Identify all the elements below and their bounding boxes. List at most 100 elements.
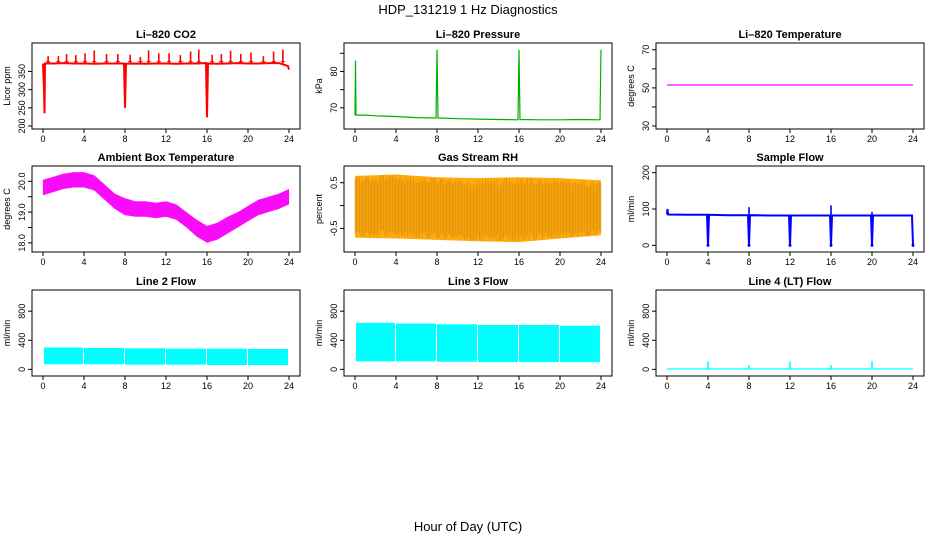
- panel-line4flow-ytick-label: 800: [641, 304, 651, 319]
- panel-line2flow-data: [44, 347, 288, 365]
- panel-rh-xtick-label: 20: [555, 257, 565, 267]
- panel-pressure-xtick-label: 16: [514, 134, 524, 144]
- panel-sampleflow-dip-point: [870, 243, 874, 247]
- panel-sampleflow-dip-point: [911, 243, 915, 247]
- panel-co2-ylabel: Licor ppm: [2, 66, 12, 106]
- panel-co2-xtick-label: 24: [284, 134, 294, 144]
- panel-sampleflow-dip-point: [747, 243, 751, 247]
- panel-line3flow-block: [396, 323, 436, 362]
- panel-boxtemp-xtick-label: 8: [122, 257, 127, 267]
- panel-line2flow-xtick-label: 0: [40, 381, 45, 391]
- panel-li820temp-ytick-label: 70: [641, 45, 651, 55]
- panel-line3flow-ytick-label: 800: [329, 304, 339, 319]
- panel-line2flow-xtick-label: 12: [161, 381, 171, 391]
- panel-co2-xtick-label: 0: [40, 134, 45, 144]
- panel-co2-xtick-label: 8: [122, 134, 127, 144]
- panel-li820temp-frame: [655, 42, 925, 130]
- panel-line2flow-block: [248, 349, 288, 365]
- panel-rh-title: Gas Stream RH: [438, 152, 518, 164]
- panel-line4flow-xtick-label: 20: [867, 381, 877, 391]
- panel-li820temp-xtick-label: 20: [867, 134, 877, 144]
- panel-line2flow-block: [125, 348, 165, 365]
- panel-boxtemp: Ambient Box Temperature degrees C 0 4 8 12 16 2…: [2, 152, 301, 267]
- panel-sampleflow-xtick-label: 4: [705, 257, 710, 267]
- panel-pressure-ylabel: kPa: [314, 78, 324, 94]
- panel-boxtemp-xtick-label: 20: [243, 257, 253, 267]
- panel-pressure-data: [354, 49, 602, 121]
- panel-sampleflow-xtick-label: 0: [664, 257, 669, 267]
- panel-sampleflow-ylabel: ml/min: [626, 196, 636, 223]
- panel-sampleflow-xtick-label: 12: [785, 257, 795, 267]
- panel-line3flow-xtick-label: 0: [352, 381, 357, 391]
- panel-sampleflow-ytick-label: 200: [641, 165, 651, 180]
- panel-sampleflow-dip-point: [706, 243, 710, 247]
- panel-sampleflow-dip-point: [829, 243, 833, 247]
- panel-sampleflow-title: Sample Flow: [756, 152, 824, 164]
- panel-sampleflow-data: [666, 205, 915, 247]
- panel-line4flow-xtick-label: 8: [746, 381, 751, 391]
- panel-boxtemp-ytick-label: 18.0: [17, 234, 27, 252]
- panel-line4flow-ylabel: ml/min: [626, 320, 636, 347]
- panel-boxtemp-band: [43, 172, 289, 243]
- panel-li820temp-xtick-label: 24: [908, 134, 918, 144]
- panel-pressure-xtick-label: 20: [555, 134, 565, 144]
- panel-line2flow-xtick-label: 16: [202, 381, 212, 391]
- panel-co2-xtick-label: 12: [161, 134, 171, 144]
- panel-co2-frame: [31, 42, 301, 130]
- panel-rh: Gas Stream RH percent 0 4 8 12 16 20 24 -0.5 0.5: [314, 152, 613, 267]
- panel-sampleflow-ytick-label: 0: [641, 243, 651, 248]
- panel-boxtemp-band-hatch: [42, 172, 290, 243]
- panel-line3flow-xtick-label: 20: [555, 381, 565, 391]
- panel-line2flow: Line 2 Flow ml/min 0 4 8 12 16 20 24 0 400 800: [2, 276, 301, 391]
- panel-li820temp-ytick-label: 30: [641, 121, 651, 131]
- panel-co2-title: Li–820 CO2: [136, 29, 196, 41]
- figure-title: HDP_131219 1 Hz Diagnostics: [378, 2, 558, 17]
- panel-co2-ytick-label: 350: [17, 64, 27, 79]
- panel-co2-xtick-label: 4: [81, 134, 86, 144]
- panel-rh-xtick-label: 16: [514, 257, 524, 267]
- panel-co2-ytick-label: 250: [17, 100, 27, 115]
- panel-rh-xtick-label: 0: [352, 257, 357, 267]
- panel-co2-ytick-label: 300: [17, 82, 27, 97]
- panel-pressure-xtick-label: 0: [352, 134, 357, 144]
- panel-rh-xtick-label: 24: [596, 257, 606, 267]
- panel-co2-ytick-label: 200: [17, 118, 27, 133]
- panel-line4flow-xtick-label: 16: [826, 381, 836, 391]
- panel-boxtemp-ytick-label: 19.0: [17, 203, 27, 221]
- panel-line2flow-ytick-label: 400: [17, 333, 27, 348]
- panel-boxtemp-xtick-label: 0: [40, 257, 45, 267]
- panel-pressure: Li–820 Pressure kPa 0 4 8 12 16 20 24 70 80: [314, 29, 613, 144]
- panel-li820temp-ylabel: degrees C: [626, 65, 636, 107]
- panel-line3flow-data: [356, 322, 600, 363]
- panel-line2flow-block: [84, 347, 124, 365]
- panel-li820temp-xtick-label: 16: [826, 134, 836, 144]
- panel-rh-xtick-label: 8: [434, 257, 439, 267]
- panel-sampleflow: Sample Flow ml/min 0 4 8 12 16 20 24 0 100 200: [626, 152, 925, 267]
- panel-boxtemp-ytick-label: 20.0: [17, 173, 27, 191]
- panel-line4flow-ytick-label: 400: [641, 333, 651, 348]
- panel-line3flow-xtick-label: 8: [434, 381, 439, 391]
- panel-sampleflow-ytick-label: 100: [641, 201, 651, 216]
- panel-line3flow-xtick-label: 16: [514, 381, 524, 391]
- panel-line4flow-data: [667, 361, 913, 370]
- panel-sampleflow-xtick-label: 24: [908, 257, 918, 267]
- panel-pressure-ytick-label: 70: [329, 103, 339, 113]
- panel-pressure-title: Li–820 Pressure: [436, 29, 520, 41]
- panel-line3flow-xtick-label: 24: [596, 381, 606, 391]
- panel-co2: Li–820 CO2 Licor ppm 0 4 8 12 16 20 24 200 250 300 3…: [2, 29, 301, 144]
- panel-li820temp-xtick-label: 4: [705, 134, 710, 144]
- panel-boxtemp-ylabel: degrees C: [2, 188, 12, 230]
- panel-rh-ylabel: percent: [314, 193, 324, 224]
- panel-rh-ytick-label: -0.5: [329, 221, 339, 237]
- panel-li820temp-title: Li–820 Temperature: [738, 29, 841, 41]
- panel-line4flow-xtick-label: 4: [705, 381, 710, 391]
- panel-line3flow-block: [560, 325, 600, 363]
- panel-sampleflow-xtick-label: 8: [746, 257, 751, 267]
- panel-line2flow-block: [166, 348, 206, 365]
- panel-sampleflow-xtick-label: 20: [867, 257, 877, 267]
- panel-boxtemp-title: Ambient Box Temperature: [98, 152, 235, 164]
- panel-pressure-series-0: [354, 49, 602, 121]
- panel-line2flow-xtick-label: 20: [243, 381, 253, 391]
